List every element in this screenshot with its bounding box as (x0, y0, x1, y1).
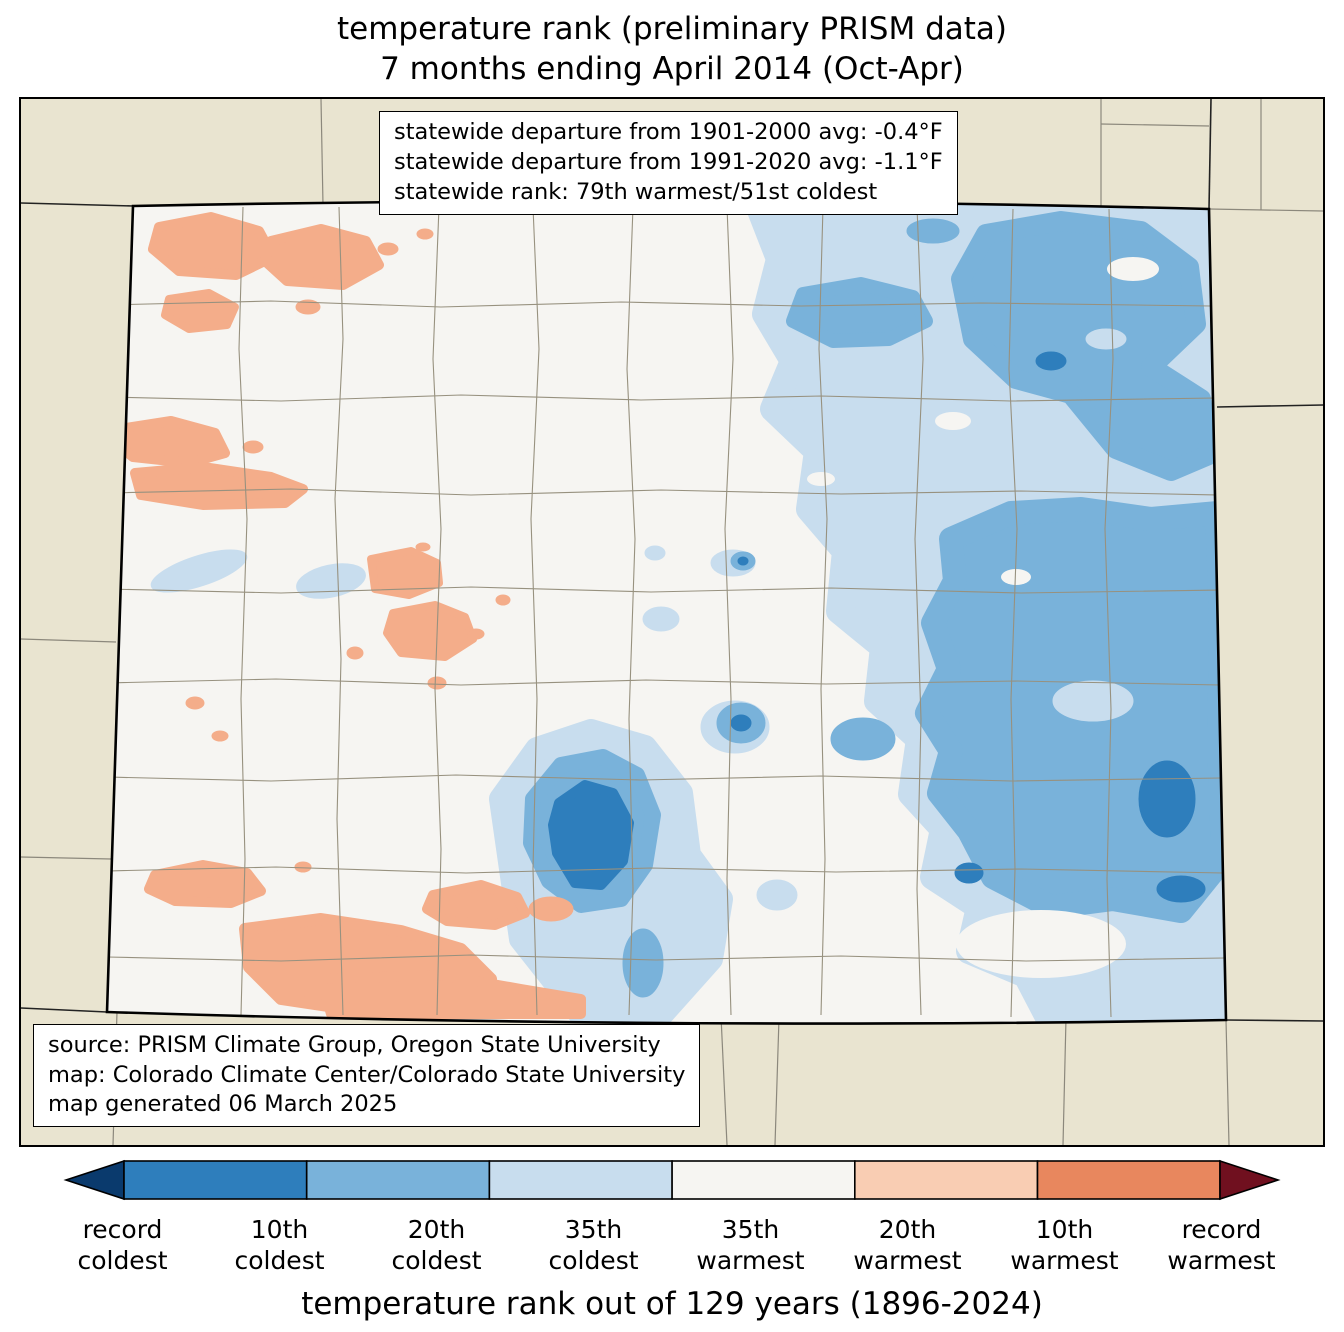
warm-patches-orange (110, 212, 586, 1020)
source-attribution-box: source: PRISM Climate Group, Oregon Stat… (33, 1023, 701, 1128)
source-line-2: map: Colorado Climate Center/Colorado St… (48, 1061, 686, 1088)
county-lines (107, 207, 1225, 1018)
colorbar-arrow-record-warmest (1219, 1160, 1281, 1201)
colorbar-arrow-record-coldest (63, 1160, 125, 1201)
colorbar (62, 1159, 1282, 1205)
colorbar-segment-5 (853, 1160, 1039, 1201)
source-line-3: map generated 06 March 2025 (48, 1091, 398, 1118)
source-line-1: source: PRISM Climate Group, Oregon Stat… (48, 1031, 661, 1058)
colorbar-segment-6 (1036, 1160, 1221, 1201)
white-holes (807, 257, 1159, 979)
statewide-stats-box: statewide departure from 1901-2000 avg: … (379, 111, 958, 216)
colorbar-segment-3 (488, 1160, 673, 1201)
title-line-2: 7 months ending April 2014 (Oct-Apr) (380, 50, 964, 87)
stats-line-3: statewide rank: 79th warmest/51st coldes… (394, 179, 878, 206)
tick-20th-warmest: 20th warmest (853, 1215, 962, 1275)
map-frame: statewide departure from 1901-2000 avg: … (19, 97, 1325, 1148)
tick-10th-warmest: 10th warmest (1010, 1215, 1119, 1275)
south-central-cold-feature (489, 719, 733, 1024)
colorado-temperature-rank-map (21, 99, 1323, 1146)
page-title: temperature rank (preliminary PRISM data… (0, 0, 1344, 89)
colorbar-segment-4 (671, 1160, 856, 1201)
colorbar-segment-1 (123, 1160, 308, 1201)
cold-region-dark-blue (730, 351, 1206, 903)
tick-35th-coldest: 35th coldest (548, 1215, 639, 1275)
tick-10th-coldest: 10th coldest (234, 1215, 325, 1275)
tick-record-coldest: record coldest (77, 1215, 168, 1275)
tick-20th-coldest: 20th coldest (391, 1215, 482, 1275)
colorado-interior (107, 201, 1226, 1024)
tick-record-warmest: record warmest (1167, 1215, 1276, 1275)
stats-line-2: statewide departure from 1991-2020 avg: … (394, 149, 943, 176)
colorbar-axis-label: temperature rank out of 129 years (1896-… (301, 1286, 1043, 1323)
colorbar-tick-labels: record coldest 10th coldest 20th coldest 35… (44, 1215, 1300, 1276)
colorbar-svg (63, 1160, 1281, 1201)
stats-line-1: statewide departure from 1901-2000 avg: … (394, 119, 943, 146)
colorbar-segment-2 (305, 1160, 491, 1201)
title-line-1: temperature rank (preliminary PRISM data… (336, 11, 1007, 47)
tick-35th-warmest: 35th warmest (696, 1215, 805, 1275)
